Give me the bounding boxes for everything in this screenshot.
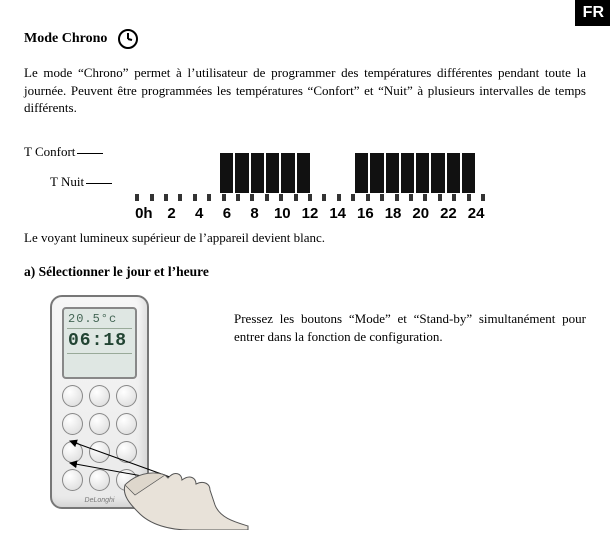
- axis-label: 4: [185, 205, 213, 222]
- axis-label: 20: [407, 205, 435, 222]
- axis-tick: [274, 194, 288, 202]
- t-confort-text: T Confort: [24, 144, 75, 159]
- axis-label: 12: [296, 205, 324, 222]
- axis-tick: [375, 194, 389, 202]
- axis-label: 0h: [130, 205, 158, 222]
- confort-block: [355, 153, 475, 193]
- axis-label: 16: [352, 205, 380, 222]
- axis-label: 8: [241, 205, 269, 222]
- axis-tick: [245, 194, 259, 202]
- confort-bar: [370, 153, 383, 193]
- axis-label: 18: [379, 205, 407, 222]
- axis-tick: [447, 194, 461, 202]
- confort-bar: [386, 153, 399, 193]
- timeline-chart: 0h24681012141618202224: [130, 140, 490, 220]
- language-badge: FR: [575, 0, 610, 26]
- remote-button: [116, 385, 137, 407]
- axis-tick: [159, 194, 173, 202]
- axis-tick: [303, 194, 317, 202]
- axis-label: 24: [462, 205, 490, 222]
- axis-tick: [130, 194, 144, 202]
- confort-bar: [251, 153, 264, 193]
- remote-button: [62, 413, 83, 435]
- led-sentence: Le voyant lumineux supérieur de l’appare…: [24, 230, 586, 246]
- clock-icon: [117, 28, 139, 50]
- axis-tick: [202, 194, 216, 202]
- axis-label: 2: [158, 205, 186, 222]
- axis-tick: [389, 194, 403, 202]
- confort-bar: [220, 153, 233, 193]
- axis-tick: [216, 194, 230, 202]
- axis-tick: [260, 194, 274, 202]
- confort-bar: [281, 153, 294, 193]
- remote-button: [116, 413, 137, 435]
- chart-ticks-layer: [130, 194, 490, 202]
- axis-tick: [404, 194, 418, 202]
- axis-tick: [361, 194, 375, 202]
- axis-label: 14: [324, 205, 352, 222]
- axis-tick: [418, 194, 432, 202]
- confort-bar: [297, 153, 310, 193]
- intro-paragraph: Le mode “Chrono” permet à l’utilisateur …: [24, 64, 586, 117]
- screen-temp: 20.5°c: [64, 309, 135, 326]
- axis-tick: [433, 194, 447, 202]
- confort-block: [220, 153, 310, 193]
- remote-button: [89, 441, 110, 463]
- screen-time: 06:18: [64, 331, 135, 351]
- axis-label: 22: [435, 205, 463, 222]
- axis-label: 10: [268, 205, 296, 222]
- hand-icon: [120, 440, 250, 530]
- remote-button: [89, 413, 110, 435]
- page-heading: Mode Chrono: [24, 31, 107, 47]
- axis-tick: [332, 194, 346, 202]
- confort-bar: [401, 153, 414, 193]
- chart-axis-labels: 0h24681012141618202224: [130, 205, 490, 222]
- t-nuit-label: T Nuit: [50, 174, 112, 190]
- remote-figure: 20.5°c 06:18 DeLonghi: [50, 295, 220, 530]
- axis-tick: [461, 194, 475, 202]
- axis-tick: [288, 194, 302, 202]
- subheading-a: a) Sélectionner le jour et l’heure: [24, 264, 209, 280]
- axis-tick: [476, 194, 490, 202]
- remote-button: [62, 469, 83, 491]
- axis-tick: [317, 194, 331, 202]
- axis-tick: [144, 194, 158, 202]
- heading-row: Mode Chrono: [24, 28, 139, 50]
- confort-bar: [235, 153, 248, 193]
- confort-bar: [462, 153, 475, 193]
- remote-button: [62, 385, 83, 407]
- instruction-paragraph: Pressez les boutons “Mode” et “Stand-by”…: [234, 310, 586, 345]
- remote-button: [89, 385, 110, 407]
- confort-bar: [266, 153, 279, 193]
- axis-tick: [188, 194, 202, 202]
- remote-screen: 20.5°c 06:18: [62, 307, 137, 379]
- t-confort-label: T Confort: [24, 144, 103, 160]
- confort-bar: [355, 153, 368, 193]
- axis-tick: [231, 194, 245, 202]
- remote-button: [62, 441, 83, 463]
- axis-label: 6: [213, 205, 241, 222]
- axis-tick: [173, 194, 187, 202]
- confort-bar: [447, 153, 460, 193]
- t-nuit-text: T Nuit: [50, 174, 84, 189]
- page-root: FR Mode Chrono Le mode “Chrono” permet à…: [0, 0, 610, 541]
- chart-bars-layer: [130, 153, 490, 193]
- remote-button: [89, 469, 110, 491]
- axis-tick: [346, 194, 360, 202]
- confort-bar: [431, 153, 444, 193]
- confort-bar: [416, 153, 429, 193]
